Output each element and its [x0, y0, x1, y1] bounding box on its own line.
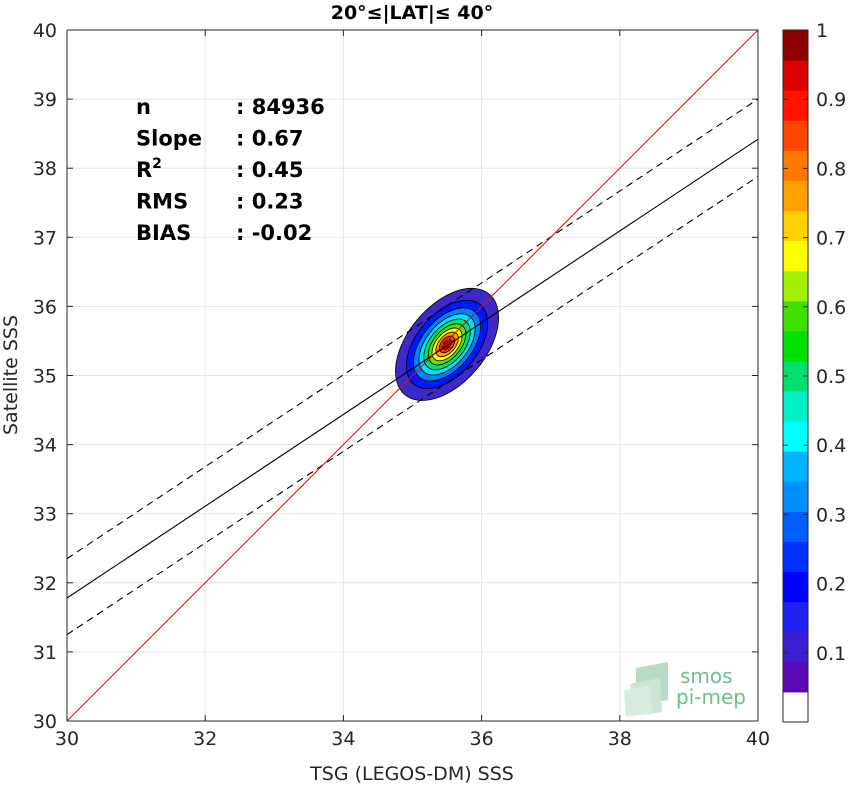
x-tick-label: 32 [193, 728, 217, 750]
y-tick-label: 35 [33, 366, 57, 388]
y-tick-label: 31 [33, 642, 57, 664]
y-tick-label: 36 [33, 296, 57, 318]
colorbar-segment [783, 451, 808, 482]
x-tick-label: 38 [608, 728, 632, 750]
colorbar-tick-label: 0.8 [816, 158, 846, 180]
y-tick-label: 39 [33, 89, 57, 111]
stat-value: : 0.23 [236, 190, 304, 214]
colorbar-segment [783, 661, 808, 693]
y-tick-label: 32 [33, 573, 57, 595]
colorbar-tick-label: 0.6 [816, 297, 846, 319]
colorbar-segment [783, 60, 808, 91]
colorbar-segment [783, 120, 808, 151]
x-tick-label: 34 [331, 728, 355, 750]
y-axis-label: Satellite SSS [0, 315, 22, 435]
colorbar-segment [783, 391, 808, 422]
watermark-line1: smos [680, 664, 733, 688]
colorbar-segment [783, 180, 808, 212]
x-tick-label: 36 [470, 728, 494, 750]
x-axis-label: TSG (LEGOS-DM) SSS [309, 763, 514, 785]
stats-box: n : 84936 Slope : 0.67 R2 : 0.45 RMS : 0.23 BIAS… [136, 95, 325, 245]
colorbar-segment [783, 571, 808, 603]
colorbar-tick-label: 0.1 [816, 643, 846, 665]
colorbar-segment [783, 300, 808, 332]
colorbar-segment [783, 601, 808, 633]
stat-label: n [136, 95, 151, 119]
colorbar-segment [783, 330, 808, 362]
reference-lines [66, 29, 759, 722]
y-tick-label: 30 [33, 711, 57, 733]
colorbar-segment [783, 30, 808, 61]
chart-title: 20°≤|LAT|≤ 40° [331, 2, 494, 24]
stat-label: R2 [136, 156, 162, 182]
colorbar-segment [783, 90, 808, 121]
colorbar-segment [783, 210, 808, 242]
regression-bound-line-1 [66, 98, 759, 560]
density-contours [395, 287, 500, 401]
regression-line [66, 138, 759, 599]
colorbar-tick-label: 0.7 [816, 228, 846, 250]
smos-pimep-watermark: smos pi-mep [624, 662, 746, 716]
stat-value: : 0.45 [236, 158, 304, 182]
y-tick-label: 38 [33, 158, 57, 180]
y-tick-label: 40 [33, 20, 57, 42]
colorbar: 0.1 0.2 0.3 0.4 0.5 0.6 0.7 0.8 0.9 1 [782, 20, 846, 723]
stat-value: : 84936 [236, 95, 325, 119]
regression-bound-line-2 [66, 176, 759, 636]
colorbar-segment [783, 240, 808, 272]
colorbar-segment [783, 421, 808, 452]
colorbar-segment [783, 631, 808, 663]
colorbar-segment [783, 541, 808, 573]
stat-value: : 0.67 [236, 127, 304, 151]
colorbar-tick-label: 0.3 [816, 504, 846, 526]
x-tick-label: 40 [746, 728, 770, 750]
watermark-line2: pi-mep [676, 685, 746, 709]
colorbar-tick-label: 0.9 [816, 89, 846, 111]
axis-ticks: 30 32 34 36 38 40 30 31 32 33 34 35 36 37 38 39 40 [33, 20, 770, 750]
x-tick-label: 30 [55, 728, 79, 750]
stat-label: Slope [136, 127, 202, 151]
y-tick-label: 37 [33, 227, 57, 249]
colorbar-segment [783, 691, 808, 723]
watermark-logo-icon [624, 662, 668, 716]
y-tick-label: 33 [33, 504, 57, 526]
colorbar-segment [783, 481, 808, 512]
colorbar-tick-label: 0.4 [816, 435, 846, 457]
stat-value: : -0.02 [236, 221, 312, 245]
colorbar-tick-label: 0.5 [816, 366, 846, 388]
colorbar-tick-label: 0.2 [816, 574, 846, 596]
stat-label: RMS [136, 190, 188, 214]
colorbar-segment [783, 270, 808, 302]
identity-line [66, 29, 759, 722]
stat-superscript: 2 [152, 156, 162, 172]
stat-label: BIAS [136, 221, 191, 245]
colorbar-tick-label: 1 [816, 20, 828, 42]
colorbar-segment [783, 511, 808, 542]
y-tick-label: 34 [33, 435, 57, 457]
colorbar-segment [783, 150, 808, 181]
